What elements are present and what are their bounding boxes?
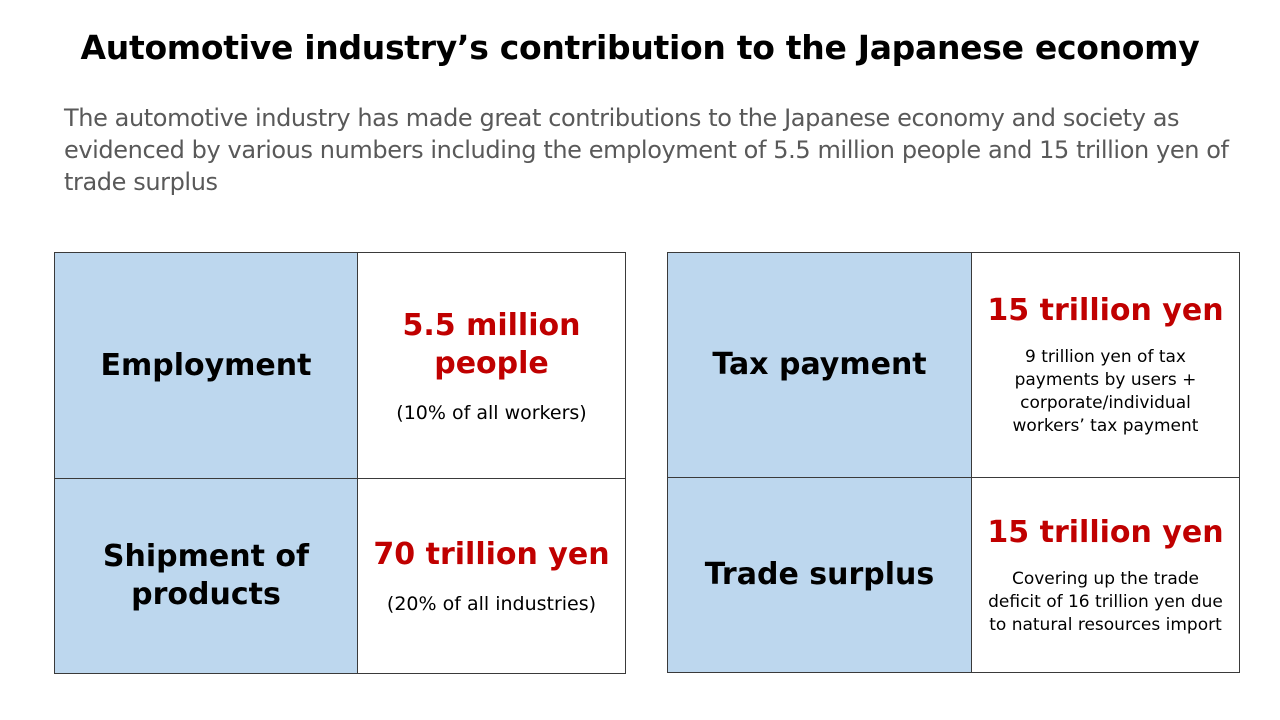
left-stats-table: Employment 5.5 million people (10% of al…	[54, 252, 626, 674]
tax-payment-label: Tax payment	[667, 252, 972, 478]
trade-surplus-label: Trade surplus	[667, 477, 972, 673]
trade-surplus-note: Covering up the trade deficit of 16 tril…	[988, 568, 1223, 635]
table-row: Employment 5.5 million people (10% of al…	[54, 252, 626, 479]
employment-label: Employment	[54, 252, 358, 479]
shipment-value-cell: 70 trillion yen (20% of all industries)	[357, 478, 626, 674]
page-title: Automotive industry’s contribution to th…	[80, 28, 1200, 67]
trade-surplus-value-cell: 15 trillion yen Covering up the trade de…	[971, 477, 1240, 673]
tax-payment-value: 15 trillion yen	[987, 293, 1224, 328]
employment-note: (10% of all workers)	[396, 401, 587, 424]
shipment-label-text: Shipment of products	[102, 539, 310, 612]
employment-value-cell: 5.5 million people (10% of all workers)	[357, 252, 626, 479]
right-stats-table: Tax payment 15 trillion yen 9 trillion y…	[667, 252, 1240, 673]
shipment-label: Shipment of products	[54, 478, 358, 674]
employment-value: 5.5 million people	[402, 307, 581, 381]
shipment-value: 70 trillion yen	[373, 537, 610, 572]
tax-payment-value-cell: 15 trillion yen 9 trillion yen of tax pa…	[971, 252, 1240, 478]
table-row: Tax payment 15 trillion yen 9 trillion y…	[667, 252, 1240, 478]
trade-surplus-value: 15 trillion yen	[987, 514, 1224, 550]
shipment-note: (20% of all industries)	[386, 593, 597, 615]
table-row: Trade surplus 15 trillion yen Covering u…	[667, 477, 1240, 673]
table-row: Shipment of products 70 trillion yen (20…	[54, 478, 626, 674]
tax-payment-note: 9 trillion yen of tax payments by users …	[1012, 347, 1199, 436]
page-subtitle: The automotive industry has made great c…	[64, 104, 1229, 196]
